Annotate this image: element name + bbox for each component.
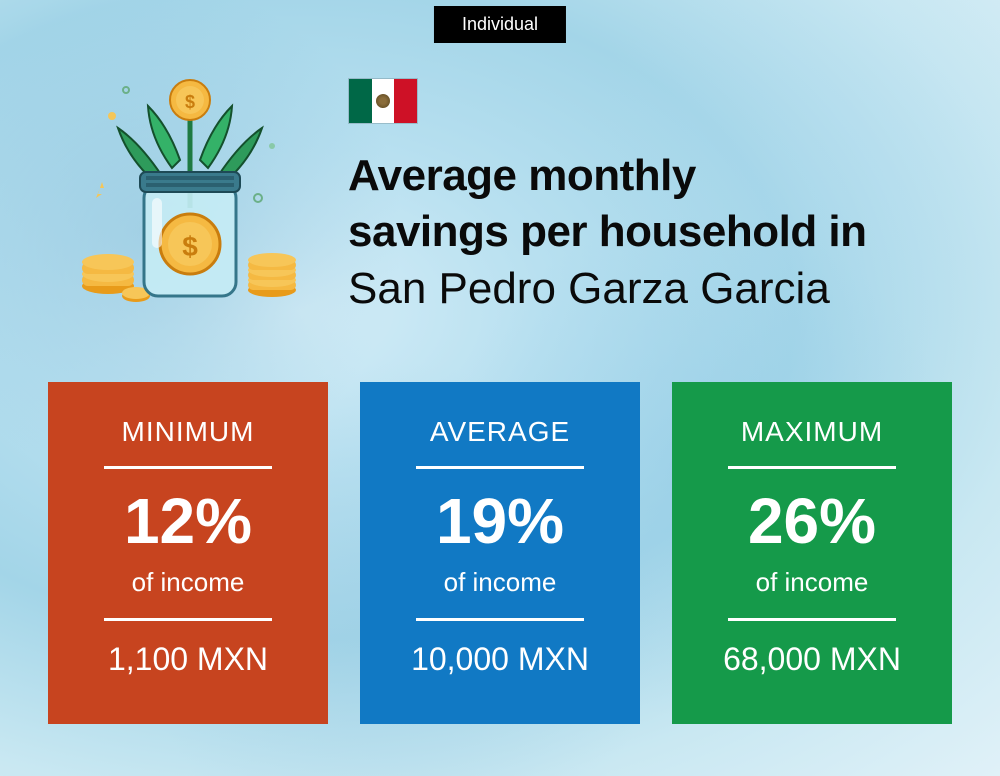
flag-stripe-red	[394, 79, 417, 123]
card-amount: 68,000 MXN	[723, 641, 901, 678]
card-amount: 1,100 MXN	[108, 641, 268, 678]
card-label: MINIMUM	[122, 416, 255, 448]
stat-card-minimum: MINIMUM 12% of income 1,100 MXN	[48, 382, 328, 724]
card-divider	[416, 466, 584, 469]
flag-stripe-green	[349, 79, 372, 123]
flag-stripe-white	[372, 79, 395, 123]
card-divider	[416, 618, 584, 621]
card-percent: 26%	[748, 489, 876, 553]
stat-card-average: AVERAGE 19% of income 10,000 MXN	[360, 382, 640, 724]
category-badge: Individual	[434, 6, 566, 43]
savings-jar-icon: $ $	[70, 68, 310, 308]
card-divider	[728, 466, 896, 469]
svg-text:$: $	[182, 231, 198, 262]
card-divider	[728, 618, 896, 621]
card-percent: 12%	[124, 489, 252, 553]
card-subtext: of income	[132, 567, 245, 598]
title-location: San Pedro Garza Garcia	[348, 261, 960, 317]
card-amount: 10,000 MXN	[411, 641, 589, 678]
card-subtext: of income	[756, 567, 869, 598]
title-block: Average monthly savings per household in…	[348, 68, 960, 317]
mexico-flag-icon	[348, 78, 418, 124]
stat-card-maximum: MAXIMUM 26% of income 68,000 MXN	[672, 382, 952, 724]
title-line-1: Average monthly	[348, 148, 960, 204]
card-percent: 19%	[436, 489, 564, 553]
flag-emblem	[376, 94, 390, 108]
card-label: AVERAGE	[430, 416, 570, 448]
category-badge-label: Individual	[462, 14, 538, 34]
card-divider	[104, 466, 272, 469]
card-divider	[104, 618, 272, 621]
stat-cards-row: MINIMUM 12% of income 1,100 MXN AVERAGE …	[48, 382, 952, 724]
svg-text:$: $	[185, 92, 195, 112]
title-line-2: savings per household in	[348, 204, 960, 260]
card-subtext: of income	[444, 567, 557, 598]
card-label: MAXIMUM	[741, 416, 883, 448]
header-section: $ $ Average monthly savings per househol…	[70, 68, 960, 317]
